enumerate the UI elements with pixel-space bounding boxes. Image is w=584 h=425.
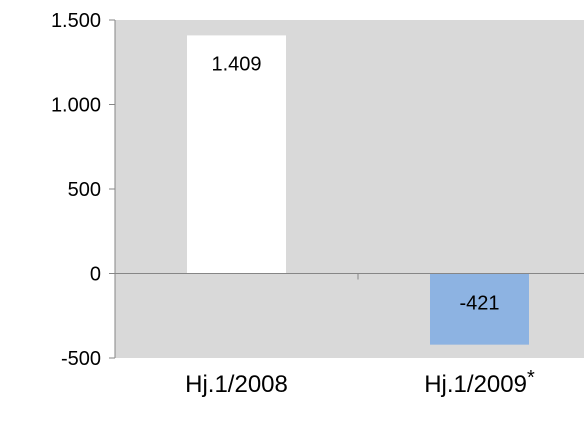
x-tick-label-text: Hj.1/2008 [185, 371, 288, 398]
y-tick-label-1: 0 [90, 264, 101, 286]
bar-0 [187, 35, 286, 274]
x-tick-label-0: Hj.1/2008 [185, 371, 288, 398]
data-label-1: -421 [459, 293, 499, 315]
labels-group: 1.409 -421 -500 0 500 1.000 1.500 Hj.1/2008 Hj.1… [51, 10, 535, 398]
bars-group [187, 35, 529, 345]
axes-group [109, 19, 584, 359]
data-label-0: 1.409 [211, 53, 261, 75]
y-tick-label-4: 1.500 [51, 10, 101, 32]
bar-1 [430, 273, 529, 345]
footnote-marker: * [527, 367, 535, 389]
x-tick-label-text: Hj.1/2009 [424, 371, 527, 398]
y-tick-label-3: 1.000 [51, 95, 101, 117]
x-tick-label-1: Hj.1/2009* [424, 367, 535, 398]
y-tick-label-0: -500 [61, 348, 101, 370]
y-tick-label-2: 500 [68, 179, 101, 201]
